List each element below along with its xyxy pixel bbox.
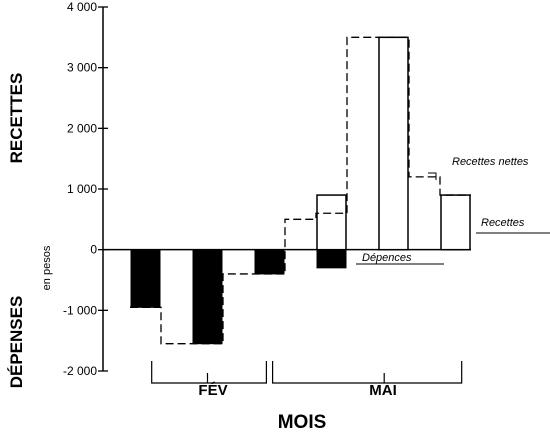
month-label-may: MAI <box>369 382 397 399</box>
month-label-feb: FÉV <box>198 382 227 399</box>
y-tick-label: -2 000 <box>63 364 97 378</box>
annotation-recettes-nettes: Recettes nettes <box>452 156 529 168</box>
depenses-bar <box>130 249 161 308</box>
recettes-bar <box>440 194 471 251</box>
y-tick-label: 1 000 <box>67 182 97 196</box>
annotation-recettes: Recettes <box>481 217 525 229</box>
y-axis-group: 4 000 3 000 2 000 1 000 0 -1 000 -2 000 <box>63 0 108 378</box>
month-brackets <box>151 361 463 384</box>
x-axis-title: MOIS <box>278 412 327 433</box>
recettes-axis-label: RECETTES <box>7 73 26 164</box>
annotation-depences: Dépences <box>362 252 412 264</box>
depenses-axis-label: DÉPENSES <box>7 296 26 389</box>
y-tick-label: 0 <box>90 243 97 257</box>
recettes-nettes-leader <box>428 172 437 180</box>
bars-group <box>130 36 471 345</box>
y-tick-label: -1 000 <box>63 303 97 317</box>
y-tick-label: 4 000 <box>67 0 97 14</box>
month-bracket <box>272 361 463 384</box>
month-bracket <box>151 361 267 384</box>
y-ticks: 4 000 3 000 2 000 1 000 0 -1 000 -2 000 <box>63 0 108 378</box>
net-receipts-line <box>130 36 471 345</box>
depenses-bar <box>316 249 347 269</box>
depenses-bar <box>254 249 285 275</box>
recettes-bar <box>378 36 409 251</box>
depenses-bar <box>192 249 223 345</box>
y-tick-label: 3 000 <box>67 61 97 75</box>
annotation-leaders <box>356 172 550 265</box>
recettes-bar <box>316 194 347 251</box>
unit-label: en pesos <box>41 245 53 290</box>
y-tick-label: 2 000 <box>67 121 97 135</box>
